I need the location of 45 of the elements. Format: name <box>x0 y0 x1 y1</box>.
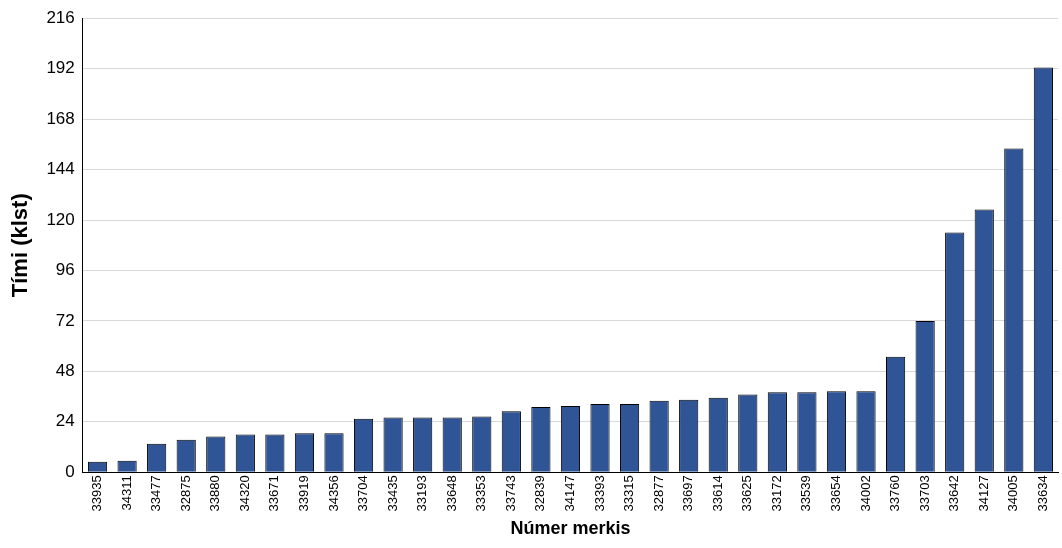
x-tick-label: 33671 <box>266 475 282 512</box>
x-tick-label: 33614 <box>709 475 725 512</box>
x-axis-title: Númer merkis <box>510 518 631 539</box>
x-tick-label: 32875 <box>177 475 193 512</box>
x-tick-label: 33393 <box>591 475 607 512</box>
x-tick-label: 33697 <box>680 475 696 512</box>
x-tick-label: 33353 <box>473 475 489 512</box>
x-tick-label: 33704 <box>355 475 371 512</box>
x-tick-label: 34320 <box>236 475 252 512</box>
x-tick-label: 33315 <box>621 475 637 512</box>
x-tick-label: 33760 <box>887 475 903 512</box>
y-tick-label: 0 <box>65 461 75 481</box>
x-tick-label: 33642 <box>946 475 962 512</box>
x-tick-label: 33634 <box>1034 475 1050 512</box>
x-tick-label: 33703 <box>916 475 932 512</box>
x-tick-label: 33435 <box>384 475 400 512</box>
x-tick-label: 34356 <box>325 475 341 512</box>
x-tick-label: 33625 <box>739 475 755 512</box>
y-tick-label: 24 <box>55 411 75 431</box>
y-tick-label: 144 <box>46 159 75 179</box>
x-tick-label: 34311 <box>118 475 134 511</box>
x-tick-label: 33539 <box>798 475 814 512</box>
x-tick-label: 33880 <box>207 475 223 512</box>
x-tick-label: 33172 <box>768 475 784 512</box>
x-tick-label: 33193 <box>414 475 430 512</box>
x-tick-label: 33919 <box>296 475 312 512</box>
y-tick-label: 168 <box>46 108 75 128</box>
x-tick-label: 32839 <box>532 475 548 512</box>
x-tick-label: 33654 <box>828 475 844 512</box>
x-tick-label: 34127 <box>975 475 991 512</box>
y-tick-label: 96 <box>55 260 75 280</box>
x-tick-label: 34005 <box>1005 475 1021 512</box>
x-tick-label: 33648 <box>443 475 459 512</box>
y-tick-label: 216 <box>46 7 75 27</box>
y-tick-label: 72 <box>55 310 75 330</box>
y-tick-label: 120 <box>46 209 75 229</box>
y-tick-label: 192 <box>46 58 75 78</box>
x-tick-label: 33935 <box>89 475 105 512</box>
x-tick-label: 33743 <box>502 475 518 512</box>
x-tick-label: 33477 <box>148 475 164 512</box>
x-tick-label: 32877 <box>650 475 666 512</box>
x-tick-label: 34147 <box>562 475 578 512</box>
y-tick-label: 48 <box>55 361 75 381</box>
x-tick-label: 34002 <box>857 475 873 512</box>
y-axis-title: Tími (klst) <box>7 193 33 298</box>
